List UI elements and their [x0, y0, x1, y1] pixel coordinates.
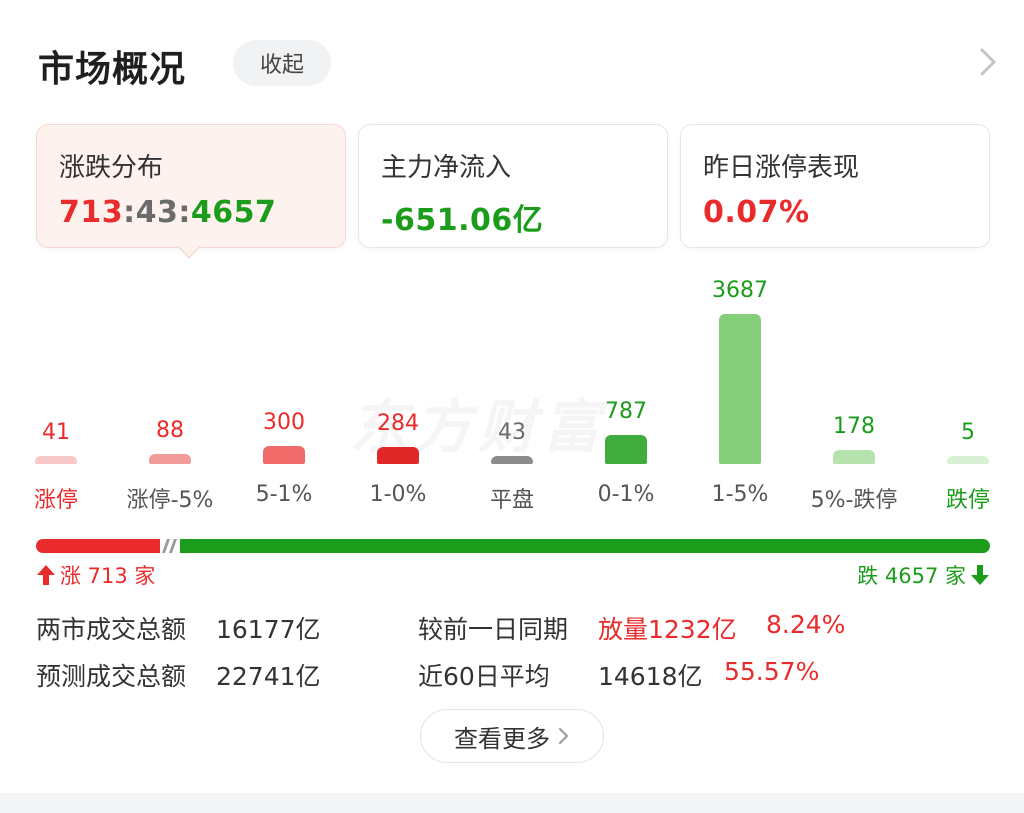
yesterday-limit-up-value: 0.07% — [703, 195, 810, 230]
bar-category-label: 5-1% — [255, 482, 313, 507]
summary-cards: 涨跌分布 713:43:4657 主力净流入 -651.06亿 昨日涨停表现 0… — [36, 124, 990, 259]
bar — [719, 314, 761, 464]
ratio-separator: : — [178, 195, 191, 230]
bar-column: 43 平盘 — [462, 270, 562, 520]
bar-value-label: 284 — [377, 411, 419, 436]
bar-category-label: 平盘 — [489, 488, 534, 513]
bar — [149, 454, 191, 464]
rise-total-text: 涨 713 家 — [60, 564, 156, 588]
bar-value-label: 43 — [498, 420, 526, 445]
distribution-chart: 东方财富 41涨停88涨停-5%3005-1%2841-0%43平盘7870-1… — [0, 270, 1024, 520]
arrow-down-icon — [971, 565, 989, 585]
bar — [947, 456, 989, 464]
bar-column: 178 5%-跌停 — [804, 270, 904, 520]
bar — [35, 456, 77, 464]
bar-column: 300 5-1% — [234, 270, 334, 520]
bar-category-label: 0-1% — [597, 482, 655, 507]
fall-total-label: 跌 4657 家 — [857, 560, 990, 590]
bar-column: 284 1-0% — [348, 270, 448, 520]
bar-category-label: 5%-跌停 — [810, 488, 898, 513]
rise-total-label: 涨 713 家 — [36, 560, 155, 590]
card-label: 昨日涨停表现 — [703, 153, 860, 183]
rise-fall-ratio-bar — [36, 539, 990, 553]
bar-column: 5 跌停 — [918, 270, 1018, 520]
stat-row-total-turnover: 两市成交总额 16177亿 较前一日同期 放量1232亿 8.24% — [36, 610, 990, 650]
bar — [491, 456, 533, 464]
card-label: 涨跌分布 — [59, 153, 164, 183]
bar-value-label: 5 — [961, 420, 975, 445]
ratio-separator: : — [123, 195, 136, 230]
fall-total-text: 跌 4657 家 — [857, 564, 966, 588]
bar-column: 41 涨停 — [6, 270, 106, 520]
stat-compare-label: 近60日平均 — [418, 662, 550, 691]
card-main-net-inflow[interactable]: 主力净流入 -651.06亿 — [358, 124, 668, 248]
flat-count: 43 — [135, 195, 179, 230]
stat-compare-label: 较前一日同期 — [418, 615, 569, 644]
bar-category-label: 涨停 — [33, 488, 78, 513]
bar-value-label: 41 — [42, 420, 70, 445]
ratio-fall-segment — [180, 539, 990, 553]
main-net-inflow-value: -651.06亿 — [381, 203, 544, 238]
bar-category-label: 涨停-5% — [126, 488, 214, 513]
stat-pct: 8.24% — [766, 610, 846, 639]
chevron-right-icon[interactable] — [976, 46, 1000, 78]
rise-flat-fall-ratio: 713:43:4657 — [59, 195, 276, 230]
bar — [377, 447, 419, 464]
footer-divider — [0, 793, 1024, 813]
bar — [833, 450, 875, 464]
view-more-button[interactable]: 查看更多 — [420, 709, 604, 763]
stat-label: 两市成交总额 — [36, 615, 187, 644]
card-pointer — [177, 245, 201, 259]
bar — [605, 435, 647, 464]
bar-value-label: 178 — [833, 414, 875, 439]
collapse-button[interactable]: 收起 — [233, 40, 331, 86]
bar-column: 3687 1-5% — [690, 270, 790, 520]
chevron-right-icon — [559, 728, 568, 744]
turnover-stats: 两市成交总额 16177亿 较前一日同期 放量1232亿 8.24% 预测成交总… — [36, 610, 990, 700]
bar-column: 787 0-1% — [576, 270, 676, 520]
bar-value-label: 88 — [156, 418, 184, 443]
card-rise-fall-distribution[interactable]: 涨跌分布 713:43:4657 — [36, 124, 346, 259]
card-label: 主力净流入 — [381, 153, 512, 183]
view-more-label: 查看更多 — [454, 724, 550, 753]
stat-value: 16177亿 — [216, 615, 321, 644]
section-header: 市场概况 收起 — [38, 38, 1000, 90]
stat-pct: 55.57% — [724, 657, 820, 686]
bar-category-label: 1-5% — [711, 482, 769, 507]
stat-change: 放量1232亿 — [598, 615, 737, 644]
bar-value-label: 787 — [605, 399, 647, 424]
bar-category-label: 跌停 — [945, 488, 990, 513]
bar — [263, 446, 305, 464]
bar-category-label: 1-0% — [369, 482, 427, 507]
arrow-up-icon — [37, 565, 55, 585]
bar-value-label: 300 — [263, 410, 305, 435]
stat-value: 22741亿 — [216, 662, 321, 691]
card-yesterday-limit-up[interactable]: 昨日涨停表现 0.07% — [680, 124, 990, 248]
page-title: 市场概况 — [38, 49, 187, 90]
rise-count: 713 — [59, 195, 124, 230]
ratio-flat-segment — [162, 539, 177, 553]
stat-label: 预测成交总额 — [36, 662, 187, 691]
stat-row-forecast-turnover: 预测成交总额 22741亿 近60日平均 14618亿 55.57% — [36, 657, 990, 697]
bar-column: 88 涨停-5% — [120, 270, 220, 520]
ratio-rise-segment — [36, 539, 160, 553]
fall-count: 4657 — [190, 195, 277, 230]
ratio-labels: 涨 713 家 跌 4657 家 — [36, 560, 990, 590]
bar-value-label: 3687 — [712, 278, 768, 303]
stat-change: 14618亿 — [598, 662, 703, 691]
